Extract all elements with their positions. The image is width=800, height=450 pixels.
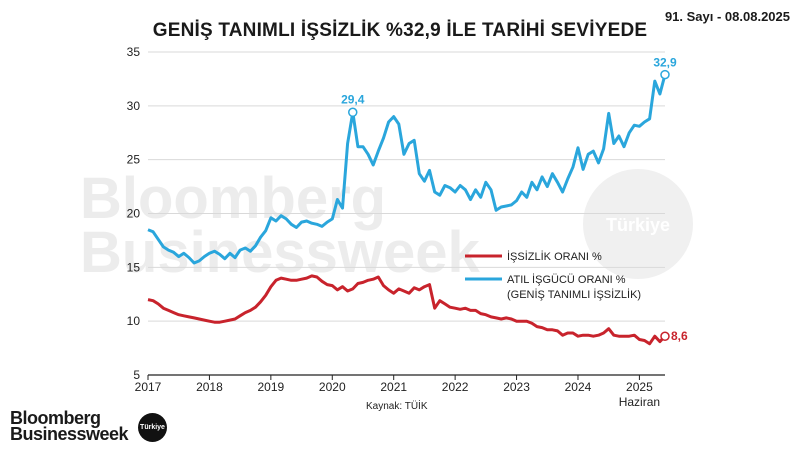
series-line-1 xyxy=(147,74,667,265)
issue-date: 91. Sayı - 08.08.2025 xyxy=(664,9,790,24)
watermark-badge-label: Türkiye xyxy=(606,215,670,235)
end-marker xyxy=(660,69,670,80)
watermark-line2: Businessweek xyxy=(80,220,481,285)
brand-logo: Bloomberg Businessweek xyxy=(10,408,129,444)
y-tick-label: 25 xyxy=(127,153,141,167)
chart-title: GENİŞ TANIMLI İŞSİZLİK %32,9 İLE TARİHİ … xyxy=(152,20,648,41)
x-tick-label: 2022 xyxy=(442,380,469,394)
y-tick-label: 30 xyxy=(127,99,141,113)
y-tick-label: 5 xyxy=(133,368,140,382)
y-tick-label: 10 xyxy=(127,314,141,328)
x-tick-label: 2018 xyxy=(196,380,223,394)
series-line-0 xyxy=(147,274,667,346)
legend: İŞSİZLİK ORANI % ATIL İŞGÜCÜ ORANI % (GE… xyxy=(465,250,641,301)
x-tick-label: 2024 xyxy=(565,380,592,394)
watermark-line1: Bloomberg xyxy=(80,166,386,231)
brand-badge: Türkiye xyxy=(138,413,167,442)
x-tick-label: 2025 xyxy=(626,380,653,394)
watermark-badge xyxy=(583,169,693,279)
x-tick-label: 2021 xyxy=(380,380,407,394)
x-tick-label: 2019 xyxy=(257,380,284,394)
watermark: Bloomberg Businessweek Türkiye xyxy=(80,166,693,285)
end-label: 32,9 xyxy=(653,56,677,70)
legend-label-unemployment: İŞSİZLİK ORANI % xyxy=(507,250,602,263)
x-axis: 2017 2018 2019 2020 2021 2022 2023 2024 2025Hazi… xyxy=(135,375,660,409)
grid xyxy=(148,51,665,376)
end-marker xyxy=(660,331,670,341)
peak-label: 29,4 xyxy=(341,92,365,106)
x-tick-label: 2020 xyxy=(319,380,346,394)
series-lines xyxy=(147,74,667,346)
y-tick-label: 20 xyxy=(127,207,141,221)
source-note: Kaynak: TÜİK xyxy=(366,399,428,412)
x-end-note: Haziran xyxy=(619,395,660,409)
x-tick-label: 2023 xyxy=(503,380,530,394)
y-tick-label: 35 xyxy=(127,45,141,59)
brand-line2: Businessweek xyxy=(10,424,129,444)
end-label: 8,6 xyxy=(671,329,688,343)
brand-line1: Bloomberg xyxy=(10,408,101,428)
y-axis: 5 10 15 20 25 30 35 xyxy=(127,45,141,382)
legend-label-underutilization: ATIL İŞGÜCÜ ORANI % xyxy=(507,273,626,286)
peak-marker xyxy=(348,107,358,118)
x-tick-label: 2017 xyxy=(135,380,162,394)
y-tick-label: 15 xyxy=(127,260,141,274)
legend-subtitle-underutilization: (GENİŞ TANIMLI İŞSİZLİK) xyxy=(507,288,641,301)
data-labels: 8,6 32,9 29,4 xyxy=(341,56,688,344)
